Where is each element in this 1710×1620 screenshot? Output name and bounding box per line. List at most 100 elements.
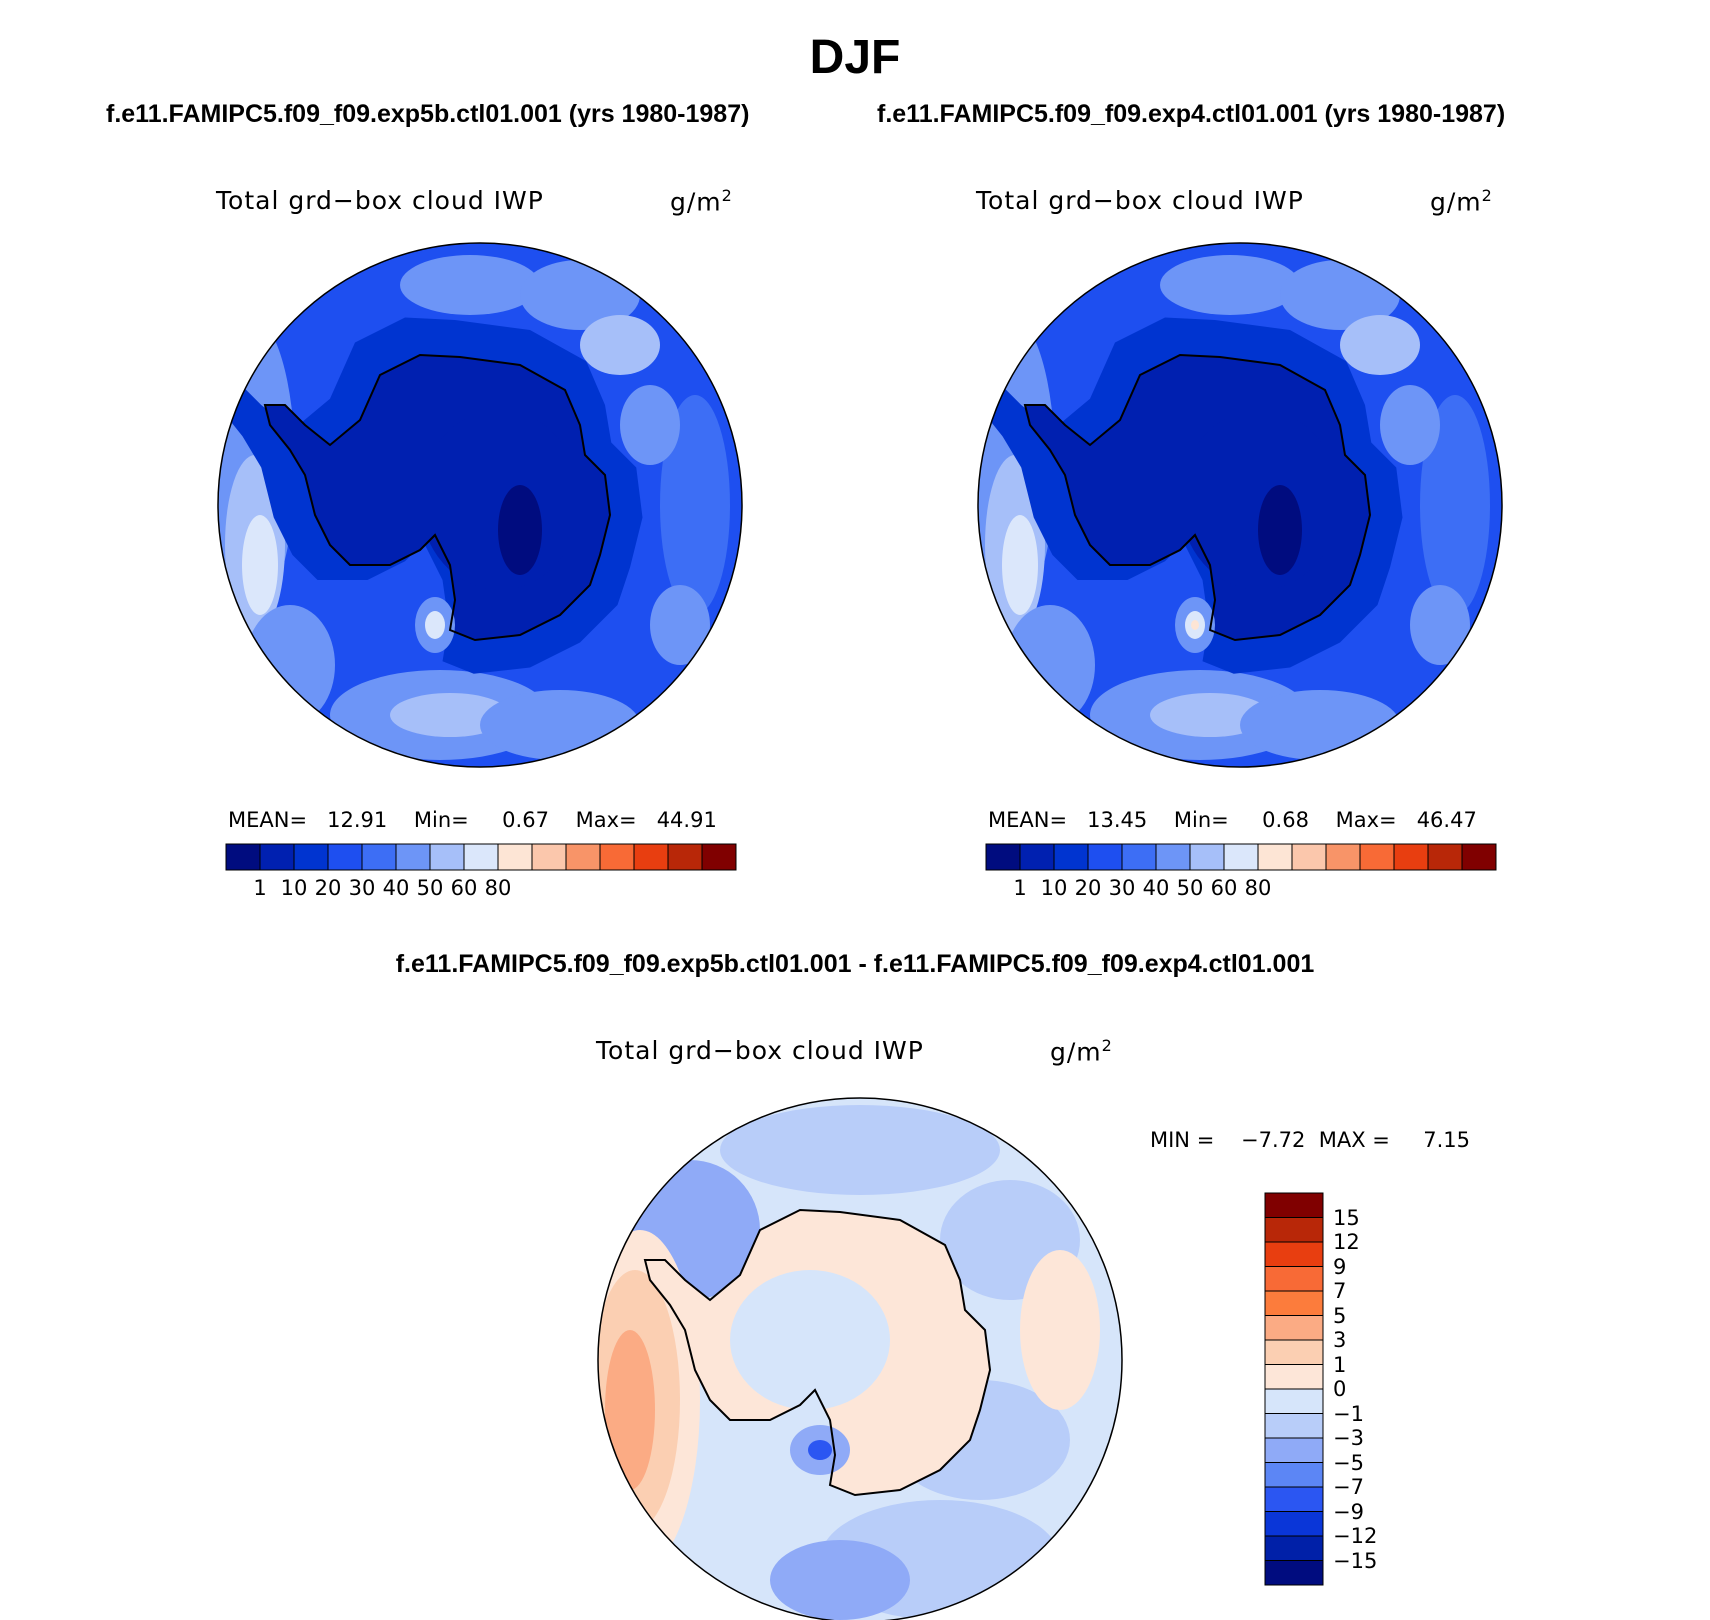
panel1-colorbar-box — [565, 843, 601, 871]
panel1-colorbar-box — [361, 843, 397, 871]
panel3-colorbar-box — [1264, 1486, 1324, 1512]
left-case-title: f.e11.FAMIPC5.f09_f09.exp5b.ctl01.001 (y… — [106, 100, 750, 128]
panel2-colorbar-box — [1019, 843, 1055, 871]
map-border — [597, 1097, 1123, 1620]
panel3-colorbar-box — [1264, 1266, 1324, 1292]
panel1-colorbar-box — [327, 843, 363, 871]
right-case-title: f.e11.FAMIPC5.f09_f09.exp4.ctl01.001 (yr… — [877, 100, 1506, 128]
panel3-colorbar-box — [1264, 1217, 1324, 1243]
panel1-colorbar-box — [395, 843, 431, 871]
panel3-max-value: 7.15 — [1423, 1128, 1471, 1152]
panel2-colorbar-box — [1461, 843, 1497, 871]
contour-fill — [1410, 585, 1470, 665]
contour-fill — [1240, 690, 1400, 760]
contour-fill — [480, 690, 640, 760]
panel2-colorbar-tick-label: 60 — [1210, 876, 1238, 900]
contour-fill — [660, 395, 730, 615]
panel2-mean-value: 13.45 — [1087, 808, 1148, 832]
contour-fill — [808, 1440, 832, 1460]
contour-fill — [650, 585, 710, 665]
panel3-colorbar-box — [1264, 1241, 1324, 1267]
panel3-colorbar-box — [1264, 1560, 1324, 1586]
panel3-contours — [598, 1098, 1122, 1620]
contour-fill — [1420, 395, 1490, 615]
panel3-colorbar-box — [1264, 1290, 1324, 1316]
panel1-max-label: Max= — [575, 808, 637, 832]
contour-fill — [245, 605, 335, 725]
panel2-colorbar-tick-label: 1 — [1013, 876, 1027, 900]
panel2-colorbar-box — [1257, 843, 1293, 871]
panel1-colorbar-box — [259, 843, 295, 871]
panel2-colorbar-box — [1087, 843, 1123, 871]
coastline — [1023, 353, 1372, 642]
panel2-colorbar-box — [985, 843, 1021, 871]
panel1-colorbar-box — [293, 843, 329, 871]
contour-fill — [770, 1540, 910, 1620]
panel3-colorbar-tick-label: −3 — [1333, 1426, 1364, 1450]
contour-fill — [730, 1270, 890, 1410]
panel1-colorbar-tick-label: 1 — [253, 876, 267, 900]
panel2-colorbar-tick-label: 80 — [1244, 876, 1272, 900]
panel1-colorbar-tick-label: 30 — [348, 876, 376, 900]
contour-fill — [1005, 605, 1095, 725]
panel2-colorbar-box — [1393, 843, 1429, 871]
panel1-colorbar-box — [225, 843, 261, 871]
panel1-colorbar-tick-label: 40 — [382, 876, 410, 900]
panel3-variable-title: Total grd−box cloud IWP — [596, 1036, 924, 1065]
panel2-colorbar-tick-label: 10 — [1040, 876, 1068, 900]
panel3-colorbar-box — [1264, 1462, 1324, 1488]
panel1-colorbar-tick-label: 20 — [314, 876, 342, 900]
coastline — [643, 1208, 992, 1497]
panel3-colorbar-box — [1264, 1192, 1324, 1218]
contour-fill — [425, 611, 445, 639]
panel1-min-label: Min= — [413, 808, 469, 832]
panel3-units: g/m2 — [1050, 1036, 1113, 1067]
panel2-colorbar-tick-label: 20 — [1074, 876, 1102, 900]
panel1-colorbar-box — [531, 843, 567, 871]
contour-fill — [1380, 385, 1440, 465]
panel3-colorbar-tick-label: −9 — [1333, 1499, 1364, 1524]
panel1-mean-value: 12.91 — [327, 808, 388, 832]
panel1-colorbar-tick-label: 60 — [450, 876, 478, 900]
contour-fill — [1160, 255, 1300, 315]
figure-title: DJF — [809, 31, 901, 84]
panel2-contours — [978, 243, 1502, 767]
contour-fill — [400, 255, 540, 315]
contour-fill — [720, 1105, 1000, 1195]
panel3-colorbar-tick-label: −1 — [1333, 1401, 1364, 1426]
panel2-colorbar-box — [1053, 843, 1089, 871]
panel2-colorbar-box — [1223, 843, 1259, 871]
panel3-colorbar-tick-label: 1 — [1333, 1352, 1347, 1377]
panel3-colorbar-tick-label: −7 — [1333, 1475, 1364, 1499]
panel1-colorbar-box — [701, 843, 737, 871]
difference-title: f.e11.FAMIPC5.f09_f09.exp5b.ctl01.001 - … — [395, 950, 1315, 978]
panel2-colorbar-tick-label: 50 — [1176, 876, 1204, 900]
panel3-colorbar-tick-label: 0 — [1333, 1377, 1347, 1401]
panel2-max-value: 46.47 — [1416, 808, 1477, 832]
panel1-colorbar-box — [497, 843, 533, 871]
panel1-colorbar-box — [463, 843, 499, 871]
coastline — [263, 353, 612, 642]
panel2-colorbar-box — [1189, 843, 1225, 871]
contour-fill — [420, 410, 580, 590]
map-border — [977, 242, 1503, 768]
panel1-colorbar-box — [429, 843, 465, 871]
panel3-colorbar-box — [1264, 1339, 1324, 1365]
panel3-colorbar-box — [1264, 1364, 1324, 1390]
panel3-colorbar-tick-label: −12 — [1333, 1524, 1378, 1548]
panel1-variable-title: Total grd−box cloud IWP — [216, 186, 544, 215]
contour-fill — [1150, 693, 1270, 737]
contour-fill — [1002, 515, 1038, 615]
panel3-colorbar-tick-label: 3 — [1333, 1328, 1347, 1352]
panel1-mean-label: MEAN= — [228, 808, 308, 832]
panel2-max-label: Max= — [1335, 808, 1397, 832]
contour-fill — [1340, 315, 1420, 375]
panel2-colorbar-tick-label: 40 — [1142, 876, 1170, 900]
panel2-colorbar-box — [1155, 843, 1191, 871]
contour-fill — [1180, 410, 1340, 590]
contour-fill — [1191, 620, 1199, 630]
contour-fill — [1020, 1250, 1100, 1410]
contour-fill — [1258, 485, 1302, 575]
panel3-colorbar-tick-label: −15 — [1333, 1548, 1378, 1573]
